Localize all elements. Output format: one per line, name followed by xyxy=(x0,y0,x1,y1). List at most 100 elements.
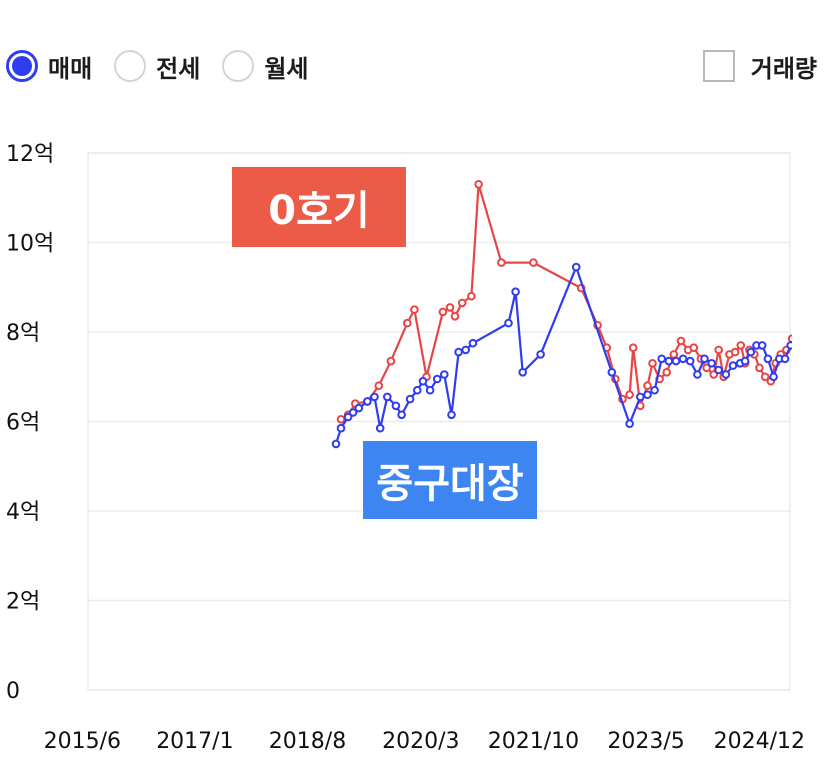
series-point xyxy=(467,291,476,301)
series-point xyxy=(625,390,634,400)
series-point xyxy=(518,368,528,377)
y-tick-label: 6억 xyxy=(6,411,40,436)
radio-button-icon[interactable] xyxy=(114,50,147,82)
radio-label-sale: 매매 xyxy=(48,54,93,83)
series-point xyxy=(769,372,778,382)
series-point xyxy=(685,356,695,366)
series-point xyxy=(628,343,638,353)
series-point xyxy=(643,390,652,400)
series-point xyxy=(440,370,449,379)
series-point xyxy=(757,341,767,350)
y-tick-label: 4억 xyxy=(6,500,40,525)
series-point xyxy=(403,318,412,328)
series-point xyxy=(331,439,341,449)
y-tick-label: 0 xyxy=(6,679,20,704)
series-point xyxy=(468,338,478,348)
series-point xyxy=(343,412,353,422)
series-point xyxy=(714,365,724,375)
series-point xyxy=(374,381,384,391)
radio-option-sale[interactable]: 매매 xyxy=(6,49,92,84)
series-point xyxy=(700,354,709,364)
series-point xyxy=(336,415,346,424)
series-point xyxy=(410,305,419,314)
series-point xyxy=(425,385,435,395)
series-point xyxy=(816,327,823,334)
x-tick-label: 2023/5 xyxy=(607,729,684,754)
series-group xyxy=(331,262,831,449)
series-point xyxy=(461,345,471,355)
series-point xyxy=(386,356,396,366)
series-point xyxy=(707,359,716,368)
series-point xyxy=(709,370,719,379)
series-point xyxy=(702,363,711,373)
series-point xyxy=(763,354,773,364)
y-tick-label: 2억 xyxy=(6,590,40,615)
series-point xyxy=(457,298,467,308)
series-point xyxy=(810,333,817,340)
series-point xyxy=(755,363,764,373)
series-point xyxy=(676,336,686,346)
series-point xyxy=(650,385,659,395)
blue-series-label: 중구대장 xyxy=(363,441,537,519)
x-tick-label: 2021/10 xyxy=(488,729,579,754)
radio-option-jeonse[interactable]: 전세 xyxy=(114,49,200,84)
series-point xyxy=(799,342,806,349)
series-point xyxy=(721,370,731,379)
series-point xyxy=(728,361,738,370)
series-point xyxy=(474,180,483,189)
series-point xyxy=(780,354,790,364)
series-point xyxy=(383,392,392,402)
radio-option-monthly-rent[interactable]: 월세 xyxy=(222,49,309,84)
series-point xyxy=(625,419,634,429)
series-point xyxy=(787,334,792,343)
series-point xyxy=(786,341,792,350)
series-point xyxy=(391,401,401,411)
chart-grid xyxy=(87,152,791,691)
series-point xyxy=(657,354,667,364)
series-point xyxy=(736,341,746,350)
series-point xyxy=(815,320,822,327)
series-point xyxy=(450,312,460,321)
y-tick-label: 12억 xyxy=(6,142,54,167)
radio-button-checked-icon[interactable] xyxy=(6,50,38,82)
series-point xyxy=(793,340,800,347)
radio-label-monthly-rent: 월세 xyxy=(264,54,309,83)
series-point xyxy=(432,374,442,384)
series-point xyxy=(689,343,699,353)
volume-checkbox-option[interactable]: 거래량 xyxy=(702,46,817,86)
series-point xyxy=(805,340,812,347)
series-point xyxy=(746,347,756,357)
series-point xyxy=(730,347,740,357)
x-tick-label: 2018/8 xyxy=(269,729,346,754)
series-point xyxy=(418,376,428,386)
series-group xyxy=(336,180,829,424)
series-point xyxy=(354,403,364,413)
series-point xyxy=(648,359,657,368)
series-line xyxy=(340,183,792,421)
series-point xyxy=(805,335,812,342)
series-point xyxy=(822,333,829,340)
radio-label-jeonse: 전세 xyxy=(156,54,201,83)
series-point xyxy=(794,374,801,381)
series-point xyxy=(529,258,538,267)
series-point xyxy=(671,356,681,366)
series-point xyxy=(643,381,652,391)
x-tick-label: 2020/3 xyxy=(382,729,459,754)
red-series-label: 0호기 xyxy=(232,167,406,247)
radio-button-icon[interactable] xyxy=(222,50,255,82)
series-point xyxy=(810,331,817,338)
y-axis: 0 2억 4억 6억 8억 10억 12억 xyxy=(6,142,54,704)
volume-checkbox-label: 거래량 xyxy=(750,54,817,83)
series-point xyxy=(397,410,406,420)
series-point xyxy=(740,356,750,366)
series-point xyxy=(799,335,806,342)
series-point xyxy=(827,315,831,322)
series-point xyxy=(405,394,415,404)
checkbox-icon[interactable] xyxy=(702,50,735,82)
x-tick-label: 2015/6 xyxy=(44,729,121,754)
series-point xyxy=(607,368,617,377)
series-point xyxy=(363,397,372,406)
series-point xyxy=(636,392,645,402)
series-point xyxy=(536,350,545,359)
series-point xyxy=(664,356,674,366)
